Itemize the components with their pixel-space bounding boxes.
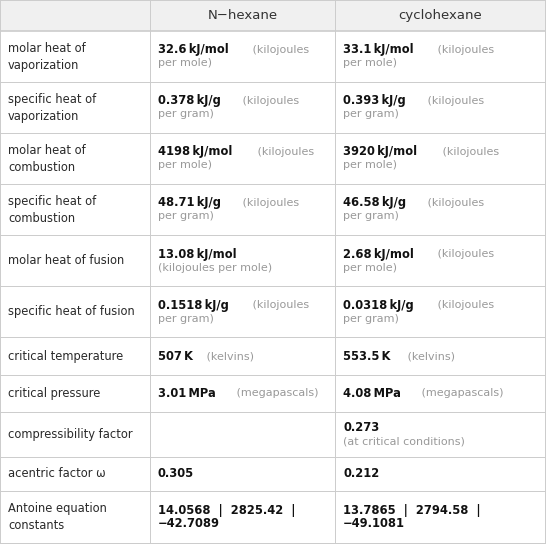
Text: (kilojoules: (kilojoules — [424, 96, 484, 106]
Text: −42.7089: −42.7089 — [158, 517, 220, 530]
Text: 46.58 kJ/g: 46.58 kJ/g — [343, 196, 406, 209]
Text: 4198 kJ/mol: 4198 kJ/mol — [158, 145, 233, 158]
Bar — [0, 0, 546, 31]
Text: compressibility factor: compressibility factor — [8, 428, 133, 441]
Text: per gram): per gram) — [158, 109, 214, 119]
Text: 2.68 kJ/mol: 2.68 kJ/mol — [343, 248, 414, 261]
Text: per mole): per mole) — [158, 58, 212, 69]
Text: acentric factor ω: acentric factor ω — [8, 467, 105, 480]
Text: N−hexane: N−hexane — [207, 9, 277, 22]
Text: per gram): per gram) — [158, 313, 214, 324]
Text: 33.1 kJ/mol: 33.1 kJ/mol — [343, 44, 414, 56]
Text: (kelvins): (kelvins) — [404, 351, 455, 361]
Text: 553.5 K: 553.5 K — [343, 350, 390, 362]
Text: 3920 kJ/mol: 3920 kJ/mol — [343, 145, 417, 158]
Text: critical pressure: critical pressure — [8, 387, 100, 400]
Text: (kilojoules: (kilojoules — [434, 45, 494, 55]
Text: molar heat of
vaporization: molar heat of vaporization — [8, 41, 86, 71]
Text: per mole): per mole) — [343, 58, 397, 69]
Text: 48.71 kJ/g: 48.71 kJ/g — [158, 196, 221, 209]
Text: critical temperature: critical temperature — [8, 350, 123, 362]
Text: 0.0318 kJ/g: 0.0318 kJ/g — [343, 299, 414, 312]
Text: per gram): per gram) — [343, 109, 399, 119]
Text: (kilojoules: (kilojoules — [250, 45, 310, 55]
Text: −49.1081: −49.1081 — [343, 517, 405, 530]
Text: specific heat of
combustion: specific heat of combustion — [8, 195, 96, 225]
Text: 13.7865  |  2794.58  |: 13.7865 | 2794.58 | — [343, 504, 480, 517]
Text: 0.212: 0.212 — [343, 467, 379, 480]
Text: (kilojoules: (kilojoules — [239, 198, 299, 208]
Text: 0.378 kJ/g: 0.378 kJ/g — [158, 94, 221, 107]
Text: cyclohexane: cyclohexane — [399, 9, 482, 22]
Text: (kilojoules: (kilojoules — [434, 300, 495, 310]
Text: molar heat of
combustion: molar heat of combustion — [8, 144, 86, 174]
Text: (megapascals): (megapascals) — [233, 388, 318, 398]
Text: Antoine equation
constants: Antoine equation constants — [8, 502, 107, 532]
Text: (kelvins): (kelvins) — [203, 351, 254, 361]
Text: (kilojoules: (kilojoules — [239, 96, 299, 106]
Text: (kilojoules: (kilojoules — [438, 147, 498, 157]
Text: 0.1518 kJ/g: 0.1518 kJ/g — [158, 299, 229, 312]
Text: (kilojoules: (kilojoules — [250, 300, 310, 310]
Text: 14.0568  |  2825.42  |: 14.0568 | 2825.42 | — [158, 504, 295, 517]
Text: per mole): per mole) — [158, 160, 212, 170]
Text: 3.01 MPa: 3.01 MPa — [158, 387, 216, 400]
Text: (kilojoules: (kilojoules — [424, 198, 485, 208]
Text: (kilojoules: (kilojoules — [254, 147, 314, 157]
Text: per gram): per gram) — [343, 313, 399, 324]
Text: per mole): per mole) — [343, 263, 397, 273]
Text: 4.08 MPa: 4.08 MPa — [343, 387, 401, 400]
Text: 0.393 kJ/g: 0.393 kJ/g — [343, 94, 406, 107]
Text: (megapascals): (megapascals) — [418, 388, 503, 398]
Text: specific heat of
vaporization: specific heat of vaporization — [8, 92, 96, 122]
Text: 0.273: 0.273 — [343, 422, 379, 434]
Text: molar heat of fusion: molar heat of fusion — [8, 254, 124, 267]
Text: per mole): per mole) — [343, 160, 397, 170]
Text: 32.6 kJ/mol: 32.6 kJ/mol — [158, 44, 229, 56]
Text: specific heat of fusion: specific heat of fusion — [8, 305, 135, 318]
Text: per gram): per gram) — [343, 212, 399, 221]
Text: 0.305: 0.305 — [158, 467, 194, 480]
Text: (at critical conditions): (at critical conditions) — [343, 436, 465, 446]
Text: per gram): per gram) — [158, 212, 214, 221]
Text: (kilojoules: (kilojoules — [435, 249, 495, 259]
Text: 507 K: 507 K — [158, 350, 193, 362]
Text: (kilojoules per mole): (kilojoules per mole) — [158, 263, 272, 273]
Text: 13.08 kJ/mol: 13.08 kJ/mol — [158, 248, 236, 261]
